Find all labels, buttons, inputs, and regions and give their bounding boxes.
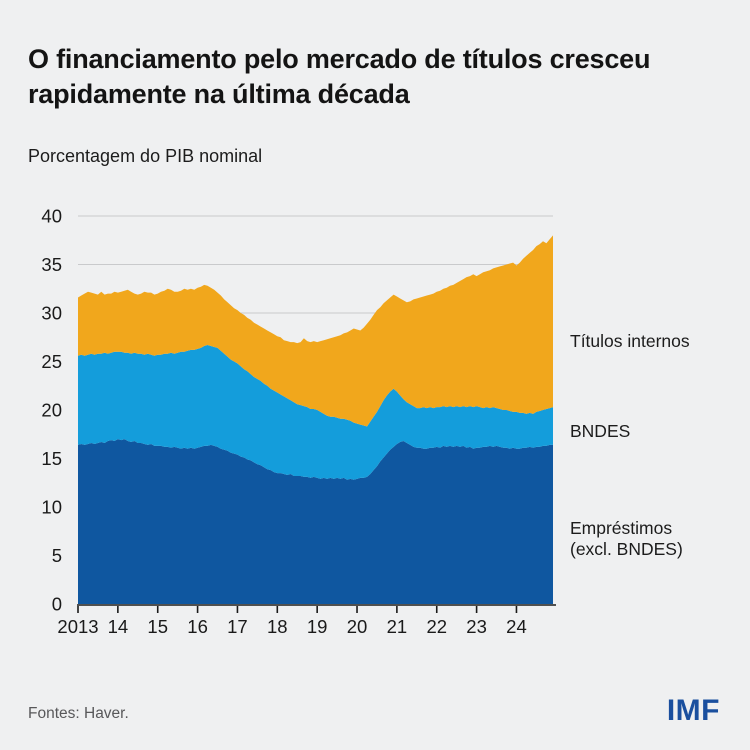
y-tick-label-5: 5 — [52, 545, 62, 566]
y-tick-label-15: 15 — [41, 448, 62, 469]
area-band-1-bndes — [78, 345, 553, 480]
x-tick-label-18: 18 — [267, 616, 288, 637]
y-axis-unit-label: Porcentagem do PIB nominal — [28, 146, 263, 166]
x-tick-label-14: 14 — [108, 616, 129, 637]
x-tick-label-21: 21 — [387, 616, 408, 637]
x-tick-label-22: 22 — [426, 616, 447, 637]
y-tick-label-20: 20 — [41, 400, 62, 421]
x-tick-label-16: 16 — [187, 616, 208, 637]
source-note: Fontes: Haver. — [28, 705, 129, 722]
y-tick-label-30: 30 — [41, 303, 62, 324]
chart-title: O financiamento pelo mercado de títulos … — [28, 44, 651, 110]
y-tick-label-35: 35 — [41, 254, 62, 275]
area-band-2-t-tulos-internos — [78, 235, 553, 427]
legend-emprestimos-excl-bndes: Empréstimos (excl. BNDES) — [570, 518, 683, 560]
y-tick-label-10: 10 — [41, 497, 62, 518]
x-tick-label-19: 19 — [307, 616, 328, 637]
y-tick-label-0: 0 — [52, 594, 62, 615]
legend-titulos-internos: Títulos internos — [570, 331, 690, 351]
x-tick-label-15: 15 — [147, 616, 168, 637]
x-tick-label-20: 20 — [347, 616, 368, 637]
legend-bndes: BNDES — [570, 421, 631, 441]
x-tick-label-23: 23 — [466, 616, 487, 637]
y-tick-label-25: 25 — [41, 351, 62, 372]
x-tick-label-17: 17 — [227, 616, 248, 637]
y-tick-label-40: 40 — [41, 206, 62, 227]
x-tick-label-2013: 2013 — [57, 616, 98, 637]
area-band-0-empr-stimos-excl-bndes- — [78, 439, 553, 604]
imf-logo: IMF — [666, 694, 720, 727]
x-tick-label-24: 24 — [506, 616, 527, 637]
